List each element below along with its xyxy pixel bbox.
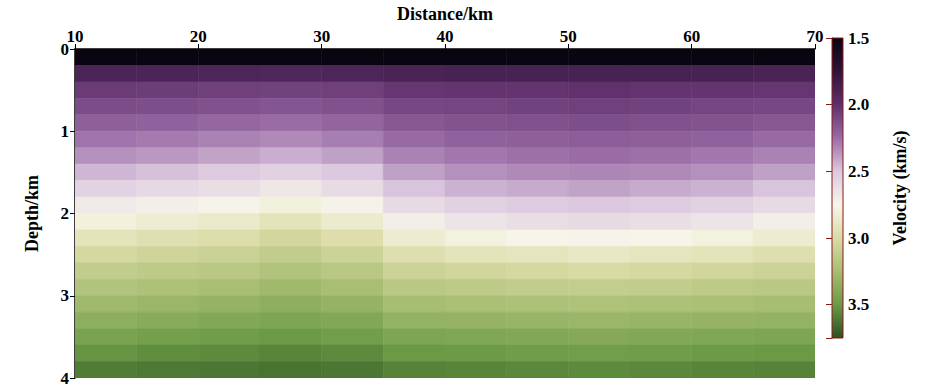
svg-text:Velocity (km/s): Velocity (km/s) — [890, 131, 911, 246]
svg-text:4: 4 — [61, 369, 70, 388]
svg-text:2: 2 — [61, 204, 70, 223]
svg-text:50: 50 — [560, 27, 577, 46]
svg-text:2.0: 2.0 — [848, 95, 869, 114]
svg-text:0: 0 — [60, 39, 69, 59]
svg-text:Depth/km: Depth/km — [22, 175, 42, 252]
svg-text:3.5: 3.5 — [848, 295, 869, 314]
svg-text:20: 20 — [190, 27, 207, 46]
svg-text:70: 70 — [807, 27, 824, 46]
svg-text:3.0: 3.0 — [848, 229, 869, 248]
svg-text:Distance/km: Distance/km — [397, 4, 493, 24]
svg-text:2.5: 2.5 — [848, 162, 869, 181]
svg-text:60: 60 — [683, 27, 700, 46]
svg-text:1.5: 1.5 — [848, 29, 869, 48]
svg-text:30: 30 — [313, 27, 330, 46]
svg-text:1: 1 — [61, 122, 70, 141]
svg-text:40: 40 — [437, 27, 454, 46]
svg-text:10: 10 — [67, 27, 84, 46]
svg-text:3: 3 — [61, 286, 70, 305]
